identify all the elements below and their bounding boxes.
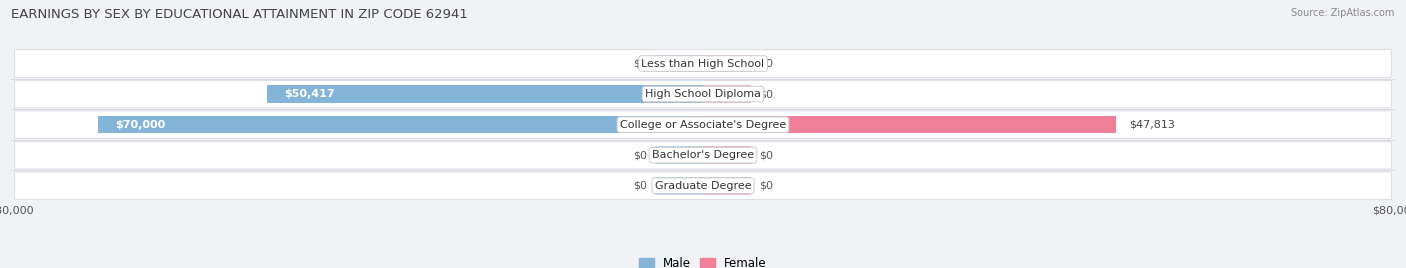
Text: $0: $0 [759,181,773,191]
Bar [703,55,751,72]
Bar [703,146,751,164]
Text: $70,000: $70,000 [115,120,166,130]
FancyBboxPatch shape [14,142,1392,169]
FancyBboxPatch shape [14,80,1392,108]
Text: $0: $0 [759,58,773,69]
Bar [267,85,703,103]
Text: Less than High School: Less than High School [641,58,765,69]
Bar [655,177,703,195]
Text: $0: $0 [633,58,647,69]
FancyBboxPatch shape [14,111,1392,138]
Text: EARNINGS BY SEX BY EDUCATIONAL ATTAINMENT IN ZIP CODE 62941: EARNINGS BY SEX BY EDUCATIONAL ATTAINMEN… [11,8,468,21]
Bar [703,85,751,103]
Text: $50,417: $50,417 [284,89,335,99]
FancyBboxPatch shape [14,50,1392,77]
Bar [98,116,703,133]
Text: Bachelor's Degree: Bachelor's Degree [652,150,754,160]
Bar [655,55,703,72]
Text: $0: $0 [759,89,773,99]
Legend: Male, Female: Male, Female [634,252,772,268]
Text: High School Diploma: High School Diploma [645,89,761,99]
Text: $47,813: $47,813 [1129,120,1175,130]
Text: Source: ZipAtlas.com: Source: ZipAtlas.com [1291,8,1395,18]
FancyBboxPatch shape [14,172,1392,199]
Text: $0: $0 [759,150,773,160]
Text: $0: $0 [633,181,647,191]
Text: $0: $0 [633,150,647,160]
Text: Graduate Degree: Graduate Degree [655,181,751,191]
Text: College or Associate's Degree: College or Associate's Degree [620,120,786,130]
Bar [655,146,703,164]
Bar [703,177,751,195]
Bar [703,116,1116,133]
